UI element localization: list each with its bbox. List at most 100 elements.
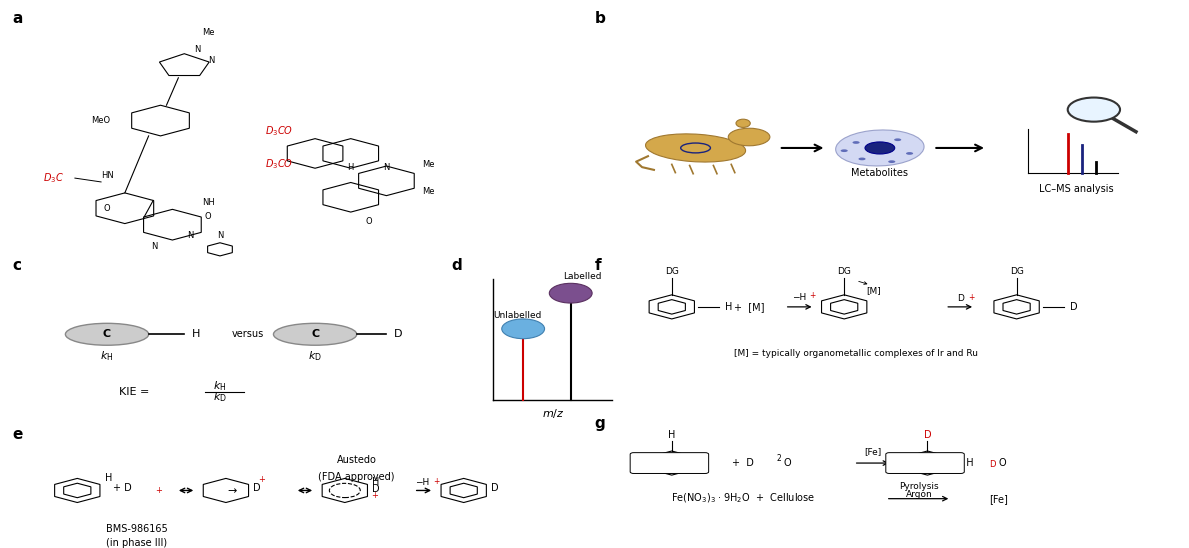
Text: $D_3CO$: $D_3CO$ <box>265 124 294 139</box>
Text: $k_{\rm H}$: $k_{\rm H}$ <box>100 349 114 363</box>
Text: H: H <box>191 329 201 339</box>
FancyBboxPatch shape <box>886 453 964 473</box>
Text: +: + <box>809 292 816 300</box>
Text: N: N <box>383 163 390 172</box>
Text: D: D <box>924 430 931 439</box>
Text: H: H <box>105 473 112 483</box>
Ellipse shape <box>65 323 149 345</box>
Text: Metabolites: Metabolites <box>851 168 908 178</box>
Text: $D_3CO$: $D_3CO$ <box>265 157 294 172</box>
Text: D: D <box>957 294 964 303</box>
Text: Pyrolysis: Pyrolysis <box>899 482 939 491</box>
Circle shape <box>502 319 545 339</box>
Text: [M] = typically organometallic complexes of Ir and Ru: [M] = typically organometallic complexes… <box>734 349 979 358</box>
Text: + D: + D <box>113 483 132 493</box>
Ellipse shape <box>906 152 913 155</box>
Ellipse shape <box>841 149 848 152</box>
Text: D: D <box>372 484 379 494</box>
Ellipse shape <box>728 128 770 146</box>
Ellipse shape <box>273 323 357 345</box>
Text: DG: DG <box>1009 267 1024 276</box>
Text: $k_{\rm D}$: $k_{\rm D}$ <box>308 349 322 363</box>
Text: →: → <box>227 487 237 496</box>
Text: N: N <box>151 242 158 251</box>
Text: H: H <box>347 163 354 172</box>
Ellipse shape <box>736 119 750 128</box>
Text: Fe(NO$_3$)$_3$ · 9H$_2$O  +  Cellulose: Fe(NO$_3$)$_3$ · 9H$_2$O + Cellulose <box>671 492 816 505</box>
Text: H: H <box>668 430 675 439</box>
Text: $k_{\rm D}$: $k_{\rm D}$ <box>213 390 227 404</box>
Text: NH: NH <box>202 198 214 207</box>
Ellipse shape <box>888 161 895 163</box>
Text: −H: −H <box>415 478 429 487</box>
Text: 2: 2 <box>776 454 781 463</box>
Text: f: f <box>594 258 602 272</box>
Text: [Fe]: [Fe] <box>864 448 881 456</box>
Text: KIE =: KIE = <box>119 387 152 397</box>
Text: +: + <box>433 477 440 486</box>
Text: Me: Me <box>422 187 435 196</box>
Ellipse shape <box>866 142 894 154</box>
Text: DG: DG <box>665 267 679 276</box>
Text: Argon: Argon <box>906 490 932 499</box>
Text: b: b <box>594 11 605 26</box>
Text: +: + <box>968 293 975 302</box>
Text: D: D <box>394 329 403 339</box>
Text: $D_3C$: $D_3C$ <box>43 171 64 185</box>
Text: N: N <box>187 231 194 240</box>
Ellipse shape <box>853 141 860 144</box>
Text: D: D <box>253 483 260 493</box>
Circle shape <box>549 283 592 303</box>
Text: $k_{\rm H}$: $k_{\rm H}$ <box>213 379 227 393</box>
Text: MeO: MeO <box>92 116 111 125</box>
Text: −H: −H <box>792 293 806 301</box>
Text: Me: Me <box>422 160 435 169</box>
Text: O: O <box>103 204 111 213</box>
Text: D: D <box>1070 302 1077 312</box>
Text: a: a <box>12 11 23 26</box>
Ellipse shape <box>894 138 901 141</box>
Text: $m/z$: $m/z$ <box>541 407 565 420</box>
Text: LC–MS analysis: LC–MS analysis <box>1039 184 1113 194</box>
Text: H: H <box>372 477 379 487</box>
Ellipse shape <box>646 134 746 162</box>
Text: O: O <box>205 212 212 221</box>
Text: N: N <box>194 45 201 54</box>
Text: e: e <box>12 427 23 442</box>
Text: O: O <box>784 458 791 468</box>
Text: N: N <box>208 56 215 65</box>
Text: +: + <box>258 475 265 484</box>
Text: BMS-986165: BMS-986165 <box>106 524 168 534</box>
Text: (Het)Ar: (Het)Ar <box>911 459 939 467</box>
Text: +  D: + D <box>732 458 754 468</box>
Text: c: c <box>12 258 21 272</box>
Circle shape <box>1068 98 1120 122</box>
Text: HN: HN <box>101 171 113 180</box>
Text: g: g <box>594 416 605 431</box>
Text: (in phase III): (in phase III) <box>106 538 168 547</box>
Text: Me: Me <box>202 28 214 37</box>
Text: O: O <box>999 458 1006 468</box>
Text: d: d <box>452 258 463 272</box>
Text: D: D <box>989 460 996 469</box>
Text: D: D <box>491 483 498 493</box>
Text: N: N <box>216 231 224 240</box>
Text: versus: versus <box>232 329 264 339</box>
Text: DG: DG <box>837 267 851 276</box>
Text: +  [M]: + [M] <box>734 302 765 312</box>
Text: C: C <box>312 329 319 339</box>
Ellipse shape <box>836 130 924 166</box>
Ellipse shape <box>858 158 866 161</box>
Text: [Fe]: [Fe] <box>989 494 1008 504</box>
Text: +: + <box>371 492 378 500</box>
Text: [M]: [M] <box>867 286 881 295</box>
Text: +: + <box>155 486 162 495</box>
FancyBboxPatch shape <box>630 453 709 473</box>
Text: C: C <box>103 329 111 339</box>
Text: Unlabelled: Unlabelled <box>493 311 541 319</box>
Text: (FDA approved): (FDA approved) <box>319 472 395 482</box>
Text: Labelled: Labelled <box>564 272 602 281</box>
Text: H: H <box>725 302 732 312</box>
Text: +  H: + H <box>952 458 974 468</box>
Text: O: O <box>365 218 372 226</box>
